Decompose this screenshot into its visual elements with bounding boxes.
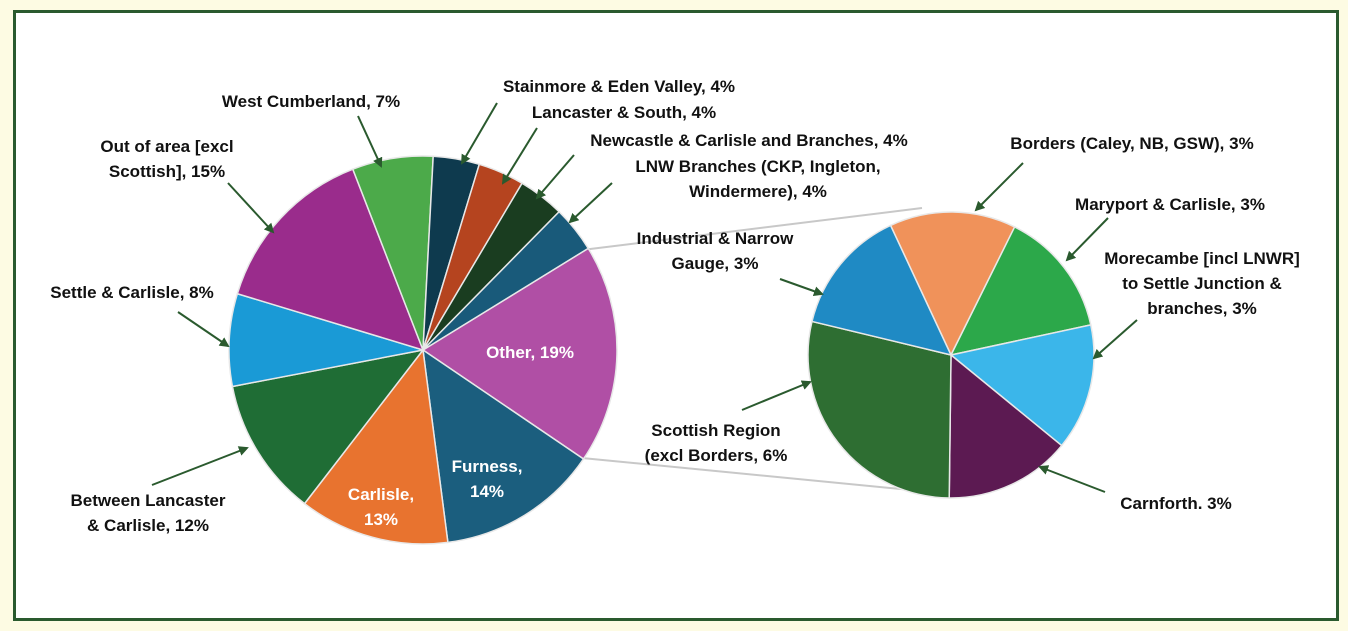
main-label-stainmore-eden-valley: Stainmore & Eden Valley, 4% [503,77,735,96]
main-label-furness: Furness, 14% [452,457,523,501]
label-line: Carnforth. 3% [1120,494,1231,513]
secondary-label-borders-caley-nb-gsw: Borders (Caley, NB, GSW), 3% [1010,134,1253,153]
secondary-slice-carnforth [948,353,1063,499]
main-slice-other [421,247,618,461]
main-slice-lnw-branches-ckp-ingleton-windermere [422,210,590,351]
main-label-other: Other, 19% [486,343,574,362]
leader-arrow-lancaster-south [501,127,538,185]
label-line: Lancaster & South, 4% [532,103,716,122]
connector-line-top [581,207,923,251]
leader-arrow-scottish-region-excl-borders [741,380,812,411]
leader-arrow-stainmore-eden-valley [460,102,498,165]
label-line: Borders (Caley, NB, GSW), 3% [1010,134,1253,153]
label-line: Out of area [excl [100,137,233,156]
leader-arrow-newcastle-carlisle-and-branches [535,154,575,200]
label-line: Industrial & Narrow [637,229,795,248]
secondary-slice-scottish-region-excl-borders [807,320,952,499]
label-line: Morecambe [incl LNWR] [1104,249,1300,268]
main-slice-between-lancaster-carlisle [231,348,425,505]
leader-arrow-industrial-narrow-gauge [779,278,824,297]
label-line: Scottish], 15% [109,162,225,181]
label-line: Newcastle & Carlisle and Branches, 4% [590,131,907,150]
leader-arrow-settle-carlisle [177,311,230,348]
leader-arrow-west-cumberland [357,115,383,168]
main-label-lancaster-south: Lancaster & South, 4% [532,103,716,122]
secondary-slice-maryport-carlisle [949,225,1092,357]
label-line: Furness, [452,457,523,476]
main-slice-furness [422,348,585,544]
label-line: West Cumberland, 7% [222,92,400,111]
main-label-carlisle: Carlisle, 13% [348,485,414,529]
label-line: Windermere), 4% [689,182,827,201]
main-label-newcastle-carlisle-and-branches: Newcastle & Carlisle and Branches, 4% [590,131,907,150]
label-line: Scottish Region [651,421,780,440]
main-label-lnw-branches-ckp-ingleton-windermere: LNW Branches (CKP, Ingleton, Windermere),… [635,157,880,201]
secondary-slice-industrial-narrow-gauge [811,224,953,357]
label-line: Settle & Carlisle, 8% [50,283,213,302]
secondary-label-carnforth: Carnforth. 3% [1120,494,1231,513]
label-line: 13% [364,510,398,529]
secondary-slice-morecambe-incl-lnwr-to-settle-junction-branches [949,324,1095,447]
leader-arrow-maryport-carlisle [1065,217,1109,262]
label-line: (excl Borders, 6% [645,446,788,465]
leader-arrow-between-lancaster-carlisle [151,446,249,486]
label-line: Between Lancaster [71,491,226,510]
main-slice-out-of-area-excl-scottish [236,168,425,352]
label-line: Gauge, 3% [672,254,759,273]
label-line: & Carlisle, 12% [87,516,209,535]
label-line: branches, 3% [1147,299,1257,318]
label-line: Carlisle, [348,485,414,504]
label-line: Stainmore & Eden Valley, 4% [503,77,735,96]
secondary-label-industrial-narrow-gauge: Industrial & Narrow Gauge, 3% [637,229,795,273]
label-line: 14% [470,482,504,501]
leader-arrow-lnw-branches-ckp-ingleton-windermere [568,182,613,224]
main-label-settle-carlisle: Settle & Carlisle, 8% [50,283,213,302]
secondary-label-morecambe-incl-lnwr-to-settle-junction-branches: Morecambe [incl LNWR] to Settle Junction … [1104,249,1300,318]
secondary-slice-borders-caley-nb-gsw [889,211,1016,357]
label-line: Other, 19% [486,343,574,362]
leader-arrow-carnforth [1038,465,1106,493]
main-label-west-cumberland: West Cumberland, 7% [222,92,400,111]
main-slice-carlisle [303,348,449,545]
secondary-label-scottish-region-excl-borders: Scottish Region (excl Borders, 6% [645,421,788,465]
label-line: Maryport & Carlisle, 3% [1075,195,1265,214]
label-line: to Settle Junction & [1122,274,1282,293]
leader-arrow-out-of-area-excl-scottish [227,182,275,234]
main-label-between-lancaster-carlisle: Between Lancaster & Carlisle, 12% [71,491,226,535]
label-line: LNW Branches (CKP, Ingleton, [635,157,880,176]
leader-arrow-morecambe-incl-lnwr-to-settle-junction-branches [1092,319,1138,360]
leader-arrow-borders-caley-nb-gsw [974,162,1024,212]
main-label-out-of-area-excl-scottish: Out of area [excl Scottish], 15% [100,137,233,181]
secondary-label-maryport-carlisle: Maryport & Carlisle, 3% [1075,195,1265,214]
